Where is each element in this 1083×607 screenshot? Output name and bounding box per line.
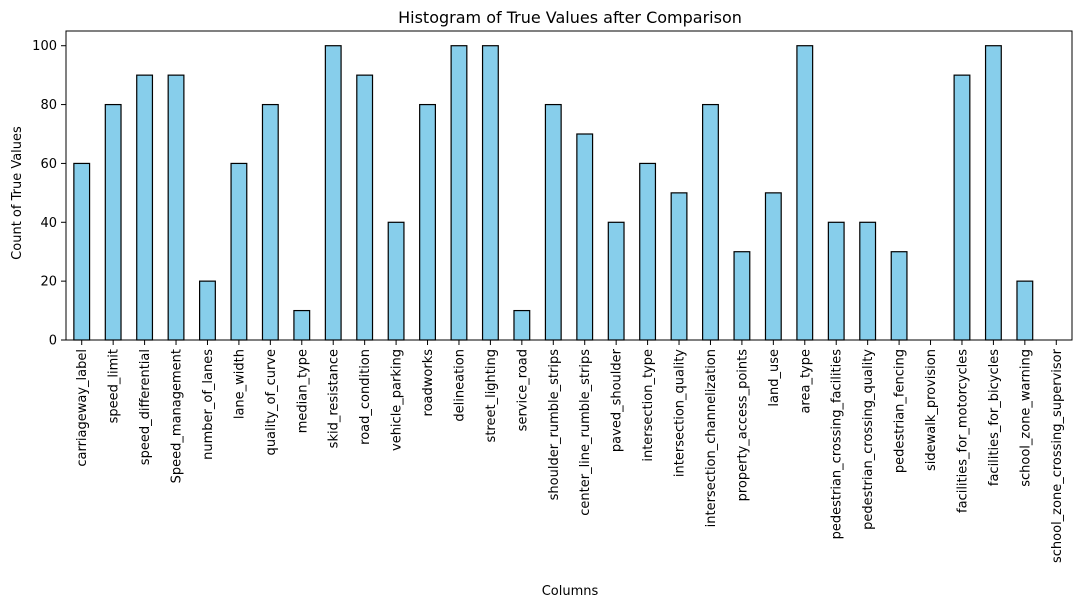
bar-quality_of_curve — [261, 103, 279, 341]
x-tick-label: intersection_channelization — [704, 349, 719, 527]
x-tick-label: delineation — [452, 349, 467, 422]
bar-speed_differential — [136, 74, 154, 341]
bar-Speed_management — [167, 74, 185, 341]
y-tick-label: 20 — [40, 275, 57, 290]
bar-carriageway_label — [73, 162, 91, 341]
x-tick-label: school_zone_crossing_supervisor — [1050, 348, 1065, 563]
x-tick-label: pedestrian_fencing — [893, 349, 908, 473]
bar-service_road — [513, 309, 531, 341]
bar-facilities_for_bicycles — [984, 45, 1002, 341]
x-tick-label: area_type — [798, 349, 813, 414]
bar-pedestrian_crossing_quality — [859, 221, 877, 341]
x-tick-label: property_access_points — [735, 349, 750, 502]
bar-pedestrian_fencing — [890, 251, 908, 341]
x-tick-label: pedestrian_crossing_facilities — [830, 349, 845, 540]
x-tick-label: road_condition — [358, 349, 373, 445]
x-tick-label: facilities_for_motorcycles — [955, 349, 970, 513]
x-tick-label: vehicle_parking — [390, 349, 405, 451]
x-tick-label: speed_limit — [107, 349, 122, 423]
x-tick-label: sidewalk_provision — [924, 349, 939, 471]
y-tick-label: 60 — [40, 157, 57, 172]
plot-frame — [65, 30, 1073, 341]
bar-facilities_for_motorcycles — [953, 74, 971, 341]
bar-vehicle_parking — [387, 221, 405, 341]
bar-intersection_type — [639, 162, 657, 341]
bar-center_line_rumble_strips — [576, 133, 594, 341]
x-tick-label: Speed_management — [170, 349, 185, 483]
bar-lane_width — [230, 162, 248, 341]
x-tick-label: service_road — [515, 349, 530, 431]
x-tick-label: center_line_rumble_strips — [578, 349, 593, 516]
bar-property_access_points — [733, 251, 751, 341]
bar-delineation — [450, 45, 468, 341]
x-tick-label: skid_resistance — [327, 349, 342, 448]
bar-median_type — [293, 309, 311, 341]
x-tick-label: roadworks — [421, 349, 436, 417]
bars-layer — [73, 45, 1034, 341]
x-tick-label: number_of_lanes — [201, 349, 216, 460]
x-tick-label: land_use — [767, 349, 782, 407]
x-tick-label: median_type — [295, 349, 310, 433]
x-tick-label: shoulder_rumble_strips — [547, 349, 562, 501]
x-tick-label: carriageway_label — [75, 349, 90, 467]
bar-pedestrian_crossing_facilities — [827, 221, 845, 341]
x-tick-label: school_zone_warning — [1018, 349, 1033, 487]
bar-speed_limit — [104, 103, 122, 341]
x-axis-label: Columns — [542, 584, 599, 599]
y-ticks: 0 20 40 60 80 100 — [32, 39, 66, 349]
bar-street_lighting — [481, 45, 499, 341]
y-axis-label: Count of True Values — [10, 126, 25, 260]
x-tick-label: street_lighting — [484, 349, 499, 442]
bar-road_condition — [356, 74, 374, 341]
bar-skid_resistance — [324, 45, 342, 341]
bar-roadworks — [419, 103, 436, 341]
bar-number_of_lanes — [199, 280, 216, 341]
y-tick-label: 0 — [49, 334, 57, 349]
bar-shoulder_rumble_strips — [544, 103, 562, 341]
bar-intersection_channelization — [702, 103, 719, 341]
chart-title: Histogram of True Values after Compariso… — [398, 8, 742, 27]
bar-area_type — [796, 45, 814, 341]
x-tick-label: lane_width — [232, 349, 247, 419]
bar-intersection_quality — [670, 192, 688, 341]
x-tick-label: speed_differential — [138, 349, 153, 465]
x-ticks: carriageway_label speed_limit speed_differ… — [75, 340, 1065, 563]
axes-layer — [65, 30, 1073, 341]
bar-land_use — [764, 192, 782, 341]
y-tick-label: 100 — [32, 39, 57, 54]
x-tick-label: quality_of_curve — [264, 349, 279, 455]
bar-school_zone_warning — [1016, 280, 1034, 341]
y-tick-label: 40 — [40, 216, 57, 231]
x-tick-label: intersection_quality — [673, 349, 688, 477]
x-tick-label: paved_shoulder — [610, 348, 625, 452]
x-tick-label: facilities_for_bicycles — [987, 349, 1002, 486]
bar-paved_shoulder — [607, 221, 625, 341]
x-tick-label: intersection_type — [641, 349, 656, 462]
x-tick-label: pedestrian_crossing_quality — [861, 349, 876, 530]
y-tick-label: 80 — [40, 98, 57, 113]
